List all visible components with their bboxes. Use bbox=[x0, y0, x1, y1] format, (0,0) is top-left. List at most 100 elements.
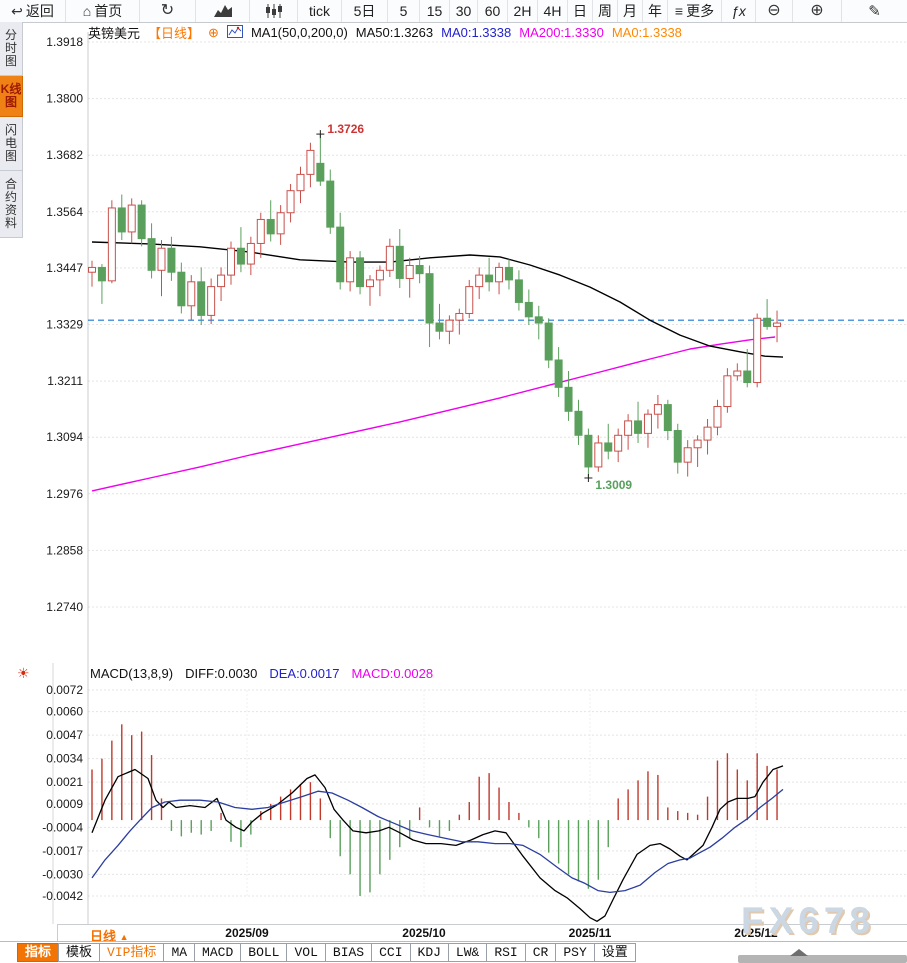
timeframe-5day[interactable]: 5日 bbox=[342, 0, 388, 22]
svg-text:1.3682: 1.3682 bbox=[46, 148, 83, 162]
date-row-border bbox=[57, 924, 907, 925]
timeframe-30min[interactable]: 30 bbox=[450, 0, 478, 22]
date-axis-row: 日线 ▲ 2025/09 2025/10 2025/11 2025/12 bbox=[0, 924, 907, 944]
tab-rsi[interactable]: RSI bbox=[486, 943, 526, 962]
indicator-fx-button[interactable]: ƒx bbox=[722, 0, 756, 22]
date-row-divider bbox=[57, 924, 58, 941]
timeframe-tick[interactable]: tick bbox=[298, 0, 342, 22]
timeframe-15min[interactable]: 15 bbox=[420, 0, 450, 22]
zoom-out-button[interactable]: ⊖ bbox=[756, 0, 793, 22]
area-chart-icon bbox=[213, 4, 233, 18]
svg-text:0.0009: 0.0009 bbox=[46, 797, 83, 811]
period-selector[interactable]: 日线 ▲ bbox=[90, 929, 129, 944]
svg-text:1.2976: 1.2976 bbox=[46, 487, 83, 501]
svg-text:0.0060: 0.0060 bbox=[46, 705, 83, 719]
ma200-value: MA200:1.3330 bbox=[519, 25, 604, 40]
svg-text:1.3564: 1.3564 bbox=[46, 205, 83, 219]
svg-text:1.3447: 1.3447 bbox=[46, 261, 83, 275]
xaxis-label-oct: 2025/10 bbox=[402, 926, 446, 940]
tab-boll[interactable]: BOLL bbox=[240, 943, 288, 962]
tab-cr[interactable]: CR bbox=[524, 943, 557, 962]
timeframe-week[interactable]: 周 bbox=[593, 0, 618, 22]
timeframe-5min[interactable]: 5 bbox=[388, 0, 420, 22]
menu-icon: ≡ bbox=[674, 3, 684, 19]
tab-vol[interactable]: VOL bbox=[286, 943, 326, 962]
triangle-up-icon: ▲ bbox=[119, 932, 129, 942]
tab-vip-indicator[interactable]: VIP指标 bbox=[99, 943, 165, 962]
tab-bias[interactable]: BIAS bbox=[324, 943, 373, 962]
ma50-value: MA50:1.3263 bbox=[355, 25, 434, 40]
timeframe-day[interactable]: 日 bbox=[568, 0, 593, 22]
refresh-icon: ↻ bbox=[160, 2, 175, 19]
sidebar-item-lightning-chart[interactable]: 闪电图 bbox=[0, 117, 23, 171]
macd-params: MACD(13,8,9) bbox=[90, 666, 174, 681]
tab-kdj[interactable]: KDJ bbox=[409, 943, 449, 962]
tab-template[interactable]: 模板 bbox=[58, 943, 101, 962]
sidebar-item-contract-info[interactable]: 合约资料 bbox=[0, 171, 23, 238]
home-icon: ⌂ bbox=[82, 3, 92, 19]
macd-value: MACD:0.0028 bbox=[351, 666, 434, 681]
candlestick-icon bbox=[265, 4, 283, 18]
tab-cci[interactable]: CCI bbox=[371, 943, 411, 962]
tab-psy[interactable]: PSY bbox=[555, 943, 595, 962]
macd-legend: MACD(13,8,9) DIFF:0.0030 DEA:0.0017 MACD… bbox=[90, 666, 433, 681]
back-arrow-icon: ↩ bbox=[11, 3, 23, 19]
period-tag: 【日线】 bbox=[148, 26, 201, 41]
sidebar-item-time-chart[interactable]: 分时图 bbox=[0, 22, 23, 76]
indicator-settings-icon[interactable]: ☀ bbox=[17, 665, 30, 681]
svg-text:-0.0042: -0.0042 bbox=[42, 889, 83, 903]
svg-text:1.3211: 1.3211 bbox=[47, 374, 83, 388]
draw-button[interactable]: ✎ bbox=[842, 0, 907, 22]
svg-text:1.3918: 1.3918 bbox=[46, 35, 83, 49]
fx678-watermark: FX678 bbox=[741, 900, 876, 941]
svg-text:1.3329: 1.3329 bbox=[46, 318, 83, 332]
svg-text:1.3800: 1.3800 bbox=[46, 92, 83, 106]
timeframe-2h[interactable]: 2H bbox=[508, 0, 538, 22]
svg-text:1.3094: 1.3094 bbox=[46, 430, 83, 444]
macd-dea-value: DEA:0.0017 bbox=[269, 666, 340, 681]
svg-text:1.2740: 1.2740 bbox=[46, 600, 83, 614]
tab-settings[interactable]: 设置 bbox=[593, 943, 636, 962]
svg-text:-0.0004: -0.0004 bbox=[42, 820, 83, 834]
timeframe-60min[interactable]: 60 bbox=[478, 0, 508, 22]
pencil-icon: ✎ bbox=[868, 2, 881, 20]
macd-diff-value: DIFF:0.0030 bbox=[185, 666, 258, 681]
area-chart-button[interactable] bbox=[196, 0, 250, 22]
tab-lw[interactable]: LW& bbox=[447, 943, 488, 962]
svg-text:0.0047: 0.0047 bbox=[46, 728, 83, 742]
ma-chart-icon[interactable] bbox=[226, 24, 243, 41]
tab-macd[interactable]: MACD bbox=[194, 943, 242, 962]
home-button[interactable]: ⌂ 首页 bbox=[66, 0, 140, 22]
scrollbar-grip-icon bbox=[790, 949, 808, 956]
tab-indicator[interactable]: 指标 bbox=[17, 943, 60, 962]
top-toolbar: ↩ 返回 ⌂ 首页 ↻ tick 5日 5 15 30 60 2H 4H 日 周… bbox=[0, 0, 907, 23]
timeframe-4h[interactable]: 4H bbox=[538, 0, 568, 22]
zoom-in-button[interactable]: ⊕ bbox=[793, 0, 842, 22]
chart-type-sidebar: 分时图 K线图 闪电图 合约资料 bbox=[0, 22, 23, 238]
tab-ma[interactable]: MA bbox=[163, 943, 196, 962]
back-button[interactable]: ↩ 返回 bbox=[0, 0, 66, 22]
symbol-name: 英镑美元 bbox=[88, 26, 141, 41]
back-label: 返回 bbox=[25, 3, 54, 19]
ma-settings-label: MA1(50,0,200,0) bbox=[250, 25, 348, 40]
home-label: 首页 bbox=[94, 3, 123, 19]
svg-text:1.3009: 1.3009 bbox=[595, 478, 632, 492]
svg-text:0.0034: 0.0034 bbox=[46, 752, 83, 766]
horizontal-scrollbar[interactable] bbox=[738, 949, 907, 963]
more-button[interactable]: ≡ 更多 bbox=[668, 0, 722, 22]
refresh-button[interactable]: ↻ bbox=[140, 0, 196, 22]
svg-text:-0.0017: -0.0017 bbox=[42, 844, 83, 858]
ma0-blue-value: MA0:1.3338 bbox=[441, 25, 512, 40]
timeframe-month[interactable]: 月 bbox=[618, 0, 643, 22]
svg-text:1.3726: 1.3726 bbox=[327, 122, 364, 136]
svg-text:-0.0030: -0.0030 bbox=[42, 867, 83, 881]
svg-text:0.0021: 0.0021 bbox=[46, 775, 83, 789]
sidebar-item-kline-chart[interactable]: K线图 bbox=[0, 76, 23, 117]
ma0-orange-value: MA0:1.3338 bbox=[611, 25, 682, 40]
candlestick-button[interactable] bbox=[250, 0, 298, 22]
add-indicator-icon[interactable]: ⊕ bbox=[208, 24, 219, 40]
indicator-tabbar: 指标 模板 VIP指标 MA MACD BOLL VOL BIAS CCI KD… bbox=[0, 941, 907, 963]
timeframe-year[interactable]: 年 bbox=[643, 0, 668, 22]
